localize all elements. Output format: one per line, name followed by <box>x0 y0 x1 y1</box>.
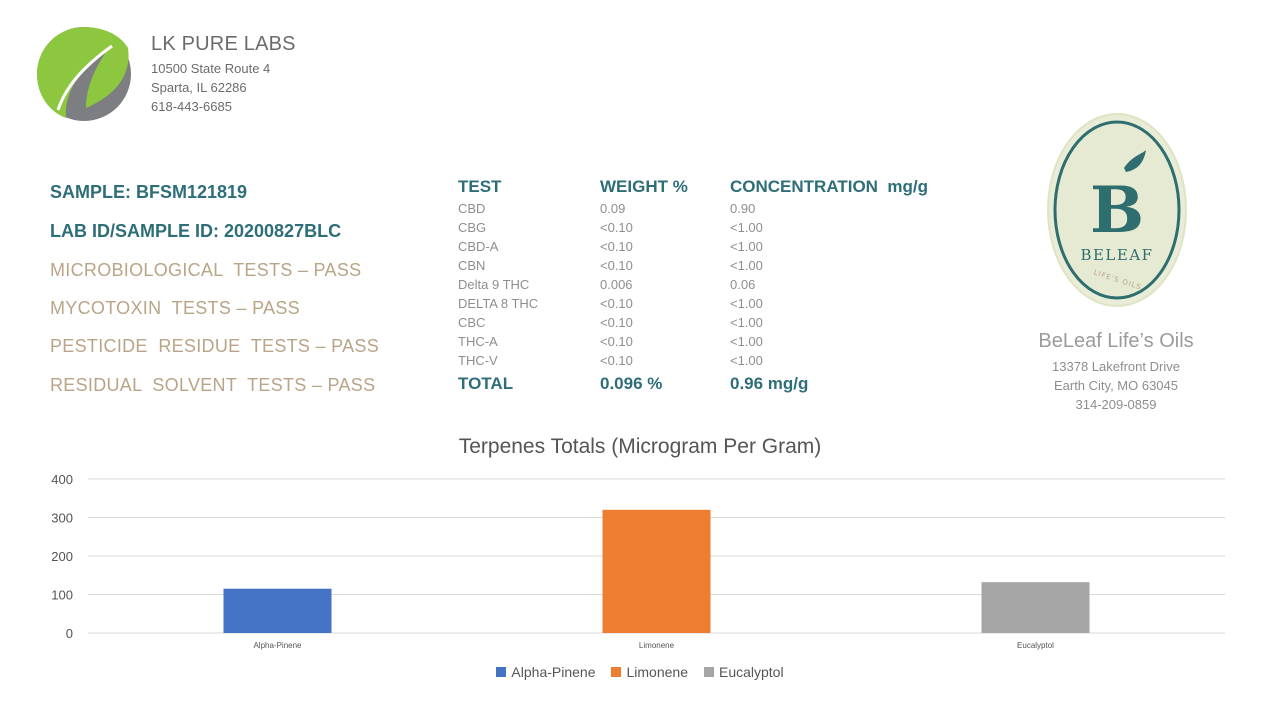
x-tick-label: Alpha-Pinene <box>253 641 302 650</box>
client-name: BeLeaf Life’s Oils <box>1038 330 1194 352</box>
table-cell-concentration: <1.00 <box>730 315 763 330</box>
legend-item: Eucalyptol <box>703 664 784 680</box>
column-header-test: TEST <box>458 177 502 196</box>
table-cell-weight: 0.09 <box>600 201 626 216</box>
legend-swatch <box>611 667 622 677</box>
y-tick-label: 100 <box>51 588 73 603</box>
client-address-line-1: 13378 Lakefront Drive <box>1052 359 1180 374</box>
table-cell-test: CBN <box>458 258 486 273</box>
table-cell-test: CBD <box>458 201 486 216</box>
table-cell-weight: 0.006 <box>600 277 633 292</box>
test-result-mycotoxin: MYCOTOXIN TESTS – PASS <box>50 298 300 318</box>
table-cell-weight: <0.10 <box>600 258 633 273</box>
total-label: TOTAL <box>458 374 514 393</box>
bar-eucalyptol <box>981 582 1090 633</box>
table-cell-test: THC-A <box>458 334 498 349</box>
column-header-concentration: CONCENTRATION mg/g <box>730 177 929 196</box>
column-header-weight: WEIGHT % <box>600 177 688 196</box>
logo-wordmark: BELEAF <box>1080 246 1153 264</box>
test-result-microbiological: MICROBIOLOGICAL TESTS – PASS <box>50 260 362 280</box>
table-cell-concentration: <1.00 <box>730 220 763 235</box>
table-cell-concentration: <1.00 <box>730 239 763 254</box>
table-cell-test: DELTA 8 THC <box>458 296 539 311</box>
table-cell-concentration: <1.00 <box>730 334 763 349</box>
legend-item: Limonene <box>611 664 688 680</box>
table-cell-weight: <0.10 <box>600 220 633 235</box>
legend-label: Limonene <box>626 664 688 680</box>
sample-id: SAMPLE: BFSM121819 <box>50 182 248 202</box>
table-cell-test: Delta 9 THC <box>458 277 530 292</box>
logo-monogram: B <box>1090 173 1144 248</box>
test-result-residual-solvent: RESIDUAL SOLVENT TESTS – PASS <box>50 375 376 395</box>
client-phone: 314-209-0859 <box>1075 397 1157 412</box>
bar-alpha-pinene <box>223 588 332 633</box>
table-cell-concentration: 0.90 <box>730 201 756 216</box>
legend-swatch <box>703 667 714 677</box>
chart-title: Terpenes Totals (Microgram Per Gram) <box>458 435 822 458</box>
client-address-line-2: Earth City, MO 63045 <box>1053 378 1179 393</box>
table-cell-concentration: <1.00 <box>730 258 763 273</box>
table-cell-weight: <0.10 <box>600 239 633 254</box>
lab-address-line-2: Sparta, IL 62286 <box>151 80 247 95</box>
table-cell-test: CBC <box>458 315 486 330</box>
table-cell-concentration: <1.00 <box>730 353 763 368</box>
lab-name: LK PURE LABS <box>151 33 296 55</box>
terpenes-bar-chart: 0 100 200 300 400 Alpha-Pinene Limonene Eucaly… <box>51 472 1225 650</box>
bar-limonene <box>602 509 711 633</box>
lab-address-line-1: 10500 State Route 4 <box>151 61 271 76</box>
table-cell-test: CBG <box>458 220 487 235</box>
y-tick-label: 300 <box>51 511 73 526</box>
table-cell-concentration: 0.06 <box>730 277 756 292</box>
legend-swatch <box>496 667 507 677</box>
table-cell-test: THC-V <box>458 353 498 368</box>
table-cell-weight: <0.10 <box>600 334 633 349</box>
table-cell-weight: <0.10 <box>600 315 633 330</box>
lab-sample-id: LAB ID/SAMPLE ID: 20200827BLC <box>50 221 342 241</box>
test-result-pesticide: PESTICIDE RESIDUE TESTS – PASS <box>50 336 380 356</box>
table-cell-test: CBD-A <box>458 239 499 254</box>
lab-phone: 618-443-6685 <box>151 99 232 114</box>
table-cell-weight: <0.10 <box>600 353 633 368</box>
beleaf-logo: B BELEAF LIFE'S OILS <box>1047 113 1187 307</box>
chart-legend: Alpha-Pinene Limonene Eucalyptol <box>0 664 1280 680</box>
y-tick-label: 400 <box>51 472 73 487</box>
x-tick-label: Eucalyptol <box>1017 641 1054 650</box>
total-weight: 0.096 % <box>600 374 663 393</box>
total-concentration: 0.96 mg/g <box>730 374 809 393</box>
table-cell-concentration: <1.00 <box>730 296 763 311</box>
legend-label: Alpha-Pinene <box>511 664 596 680</box>
legend-label: Eucalyptol <box>718 664 784 680</box>
legend-item: Alpha-Pinene <box>496 664 595 680</box>
x-tick-label: Limonene <box>639 641 675 650</box>
y-tick-label: 200 <box>51 549 73 564</box>
table-cell-weight: <0.10 <box>600 296 633 311</box>
lk-pure-labs-leaf-logo <box>37 27 131 121</box>
y-tick-label: 0 <box>66 626 73 641</box>
